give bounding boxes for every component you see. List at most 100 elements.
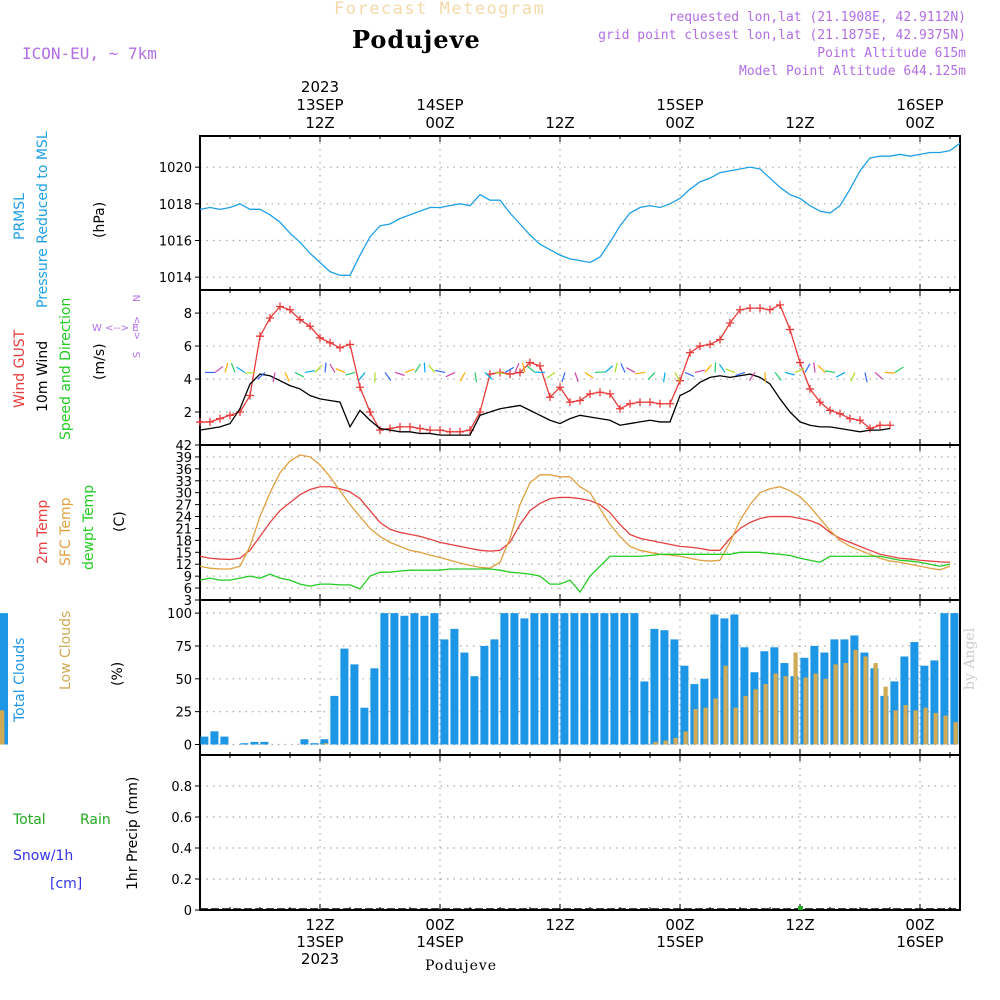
gust-marker bbox=[556, 383, 564, 392]
gust-marker bbox=[696, 342, 704, 351]
wind-direction-arrow bbox=[224, 362, 229, 373]
gust-marker bbox=[396, 422, 404, 431]
total-cloud-bar bbox=[390, 613, 399, 745]
panel-clouds: 0 25 50 75 100 Total Clouds Low Clouds (%) bbox=[0, 599, 961, 756]
time-label-top: 2023 bbox=[301, 78, 339, 96]
compass-n: N bbox=[132, 295, 143, 302]
snow-unit: [cm] bbox=[50, 876, 82, 892]
rain-bar bbox=[798, 906, 803, 910]
y-tick-label: 0 bbox=[184, 738, 192, 753]
wind-direction-arrow bbox=[864, 372, 868, 383]
wind-direction-arrow bbox=[674, 372, 681, 382]
gust-marker bbox=[366, 408, 374, 417]
low-cloud-bar bbox=[663, 740, 668, 745]
time-label-top: 12Z bbox=[305, 114, 334, 132]
low-cloud-bar bbox=[653, 741, 658, 745]
low-cloud-bar bbox=[0, 731, 5, 745]
total-cloud-bar bbox=[520, 618, 529, 745]
total-cloud-bar bbox=[590, 613, 599, 745]
total-clouds-label: Total Clouds bbox=[12, 638, 28, 723]
y-tick-label: 6 bbox=[184, 582, 192, 597]
wind-direction-arrow bbox=[445, 371, 456, 378]
wind-direction-arrow bbox=[335, 368, 346, 374]
time-label-bottom: 00Z bbox=[665, 916, 694, 934]
y-tick-label: 24 bbox=[175, 511, 192, 526]
gust-marker bbox=[206, 417, 214, 426]
faint-title: Forecast Meteogram bbox=[334, 0, 546, 19]
low-cloud-bar bbox=[763, 684, 768, 745]
total-cloud-bar bbox=[610, 613, 619, 745]
low-cloud-bar bbox=[703, 707, 708, 745]
gust-marker bbox=[836, 409, 844, 418]
low-cloud-bar bbox=[793, 652, 798, 745]
low-cloud-bar bbox=[813, 673, 818, 745]
gust-marker bbox=[706, 340, 714, 349]
gust-marker bbox=[866, 424, 874, 433]
wind-direction-arrow bbox=[257, 372, 266, 380]
y-tick-label: 27 bbox=[175, 499, 192, 514]
y-tick-label: 1020 bbox=[159, 161, 192, 176]
gust-marker bbox=[226, 411, 234, 420]
low-cloud-bar bbox=[903, 705, 908, 745]
gust-marker bbox=[346, 340, 354, 349]
low-cloud-bar bbox=[783, 676, 788, 745]
gust-marker bbox=[566, 398, 574, 407]
wind-direction-arrow bbox=[324, 362, 327, 373]
gust-marker bbox=[766, 305, 774, 314]
total-cloud-bar bbox=[340, 648, 349, 745]
gust-marker bbox=[376, 426, 384, 435]
wind-direction-arrow bbox=[813, 362, 816, 373]
requested-coords: requested lon,lat (21.1908E, 42.9112N) bbox=[668, 10, 966, 25]
wind-direction-arrow bbox=[620, 363, 626, 373]
gust-marker bbox=[596, 388, 604, 397]
gust-marker bbox=[656, 399, 664, 408]
gust-marker bbox=[546, 393, 554, 402]
direction-label: Speed and Direction bbox=[58, 298, 74, 440]
gust-marker bbox=[666, 399, 674, 408]
low-cloud-bar bbox=[693, 709, 698, 745]
y-tick-label: 0.4 bbox=[171, 842, 192, 857]
wind-direction-arrow bbox=[825, 370, 836, 374]
temp2m-line bbox=[199, 486, 951, 563]
wind-label: 10m Wind bbox=[35, 341, 51, 412]
wind-direction-arrow bbox=[494, 371, 505, 375]
wind-direction-arrow bbox=[784, 371, 795, 376]
low-cloud-bar bbox=[823, 678, 828, 745]
time-label-bottom: 12Z bbox=[305, 916, 334, 934]
total-cloud-bar bbox=[920, 665, 929, 745]
total-cloud-bar bbox=[320, 739, 329, 745]
wind-direction-arrow bbox=[384, 372, 392, 381]
gust-marker bbox=[636, 398, 644, 407]
wind-direction-arrow bbox=[884, 371, 896, 374]
total-cloud-bar bbox=[530, 613, 539, 745]
panel-frame bbox=[199, 444, 961, 601]
total-cloud-bar bbox=[650, 628, 659, 745]
total-cloud-bar bbox=[660, 630, 669, 745]
time-label-top: 12Z bbox=[545, 114, 574, 132]
gust-marker bbox=[616, 404, 624, 413]
low-cloud-bar bbox=[833, 664, 838, 745]
gust-marker bbox=[526, 358, 534, 367]
wind-direction-arrow bbox=[329, 363, 336, 373]
wind-direction-arrow bbox=[804, 363, 811, 373]
gust-marker bbox=[746, 304, 754, 313]
total-cloud-bar bbox=[490, 639, 499, 745]
gust-marker bbox=[326, 338, 334, 347]
total-cloud-bar bbox=[640, 681, 649, 745]
compass-ns-arrow: <--> bbox=[132, 316, 143, 340]
total-cloud-bar bbox=[470, 676, 479, 745]
location-title: Podujeve bbox=[352, 25, 481, 54]
time-label-bottom: 14SEP bbox=[416, 933, 463, 951]
wind-direction-arrow bbox=[526, 365, 536, 373]
total-cloud-bar bbox=[400, 615, 409, 745]
wind-direction-arrow bbox=[614, 362, 618, 373]
dewpoint-label: dewpt Temp bbox=[81, 485, 97, 570]
gust-marker bbox=[286, 305, 294, 314]
wind-direction-arrow bbox=[635, 371, 646, 375]
time-label-top: 16SEP bbox=[896, 96, 943, 114]
temp2m-label: 2m Temp bbox=[35, 500, 51, 564]
total-cloud-bar bbox=[200, 736, 209, 745]
gust-marker bbox=[386, 424, 394, 433]
wind-direction-arrow bbox=[663, 372, 666, 383]
